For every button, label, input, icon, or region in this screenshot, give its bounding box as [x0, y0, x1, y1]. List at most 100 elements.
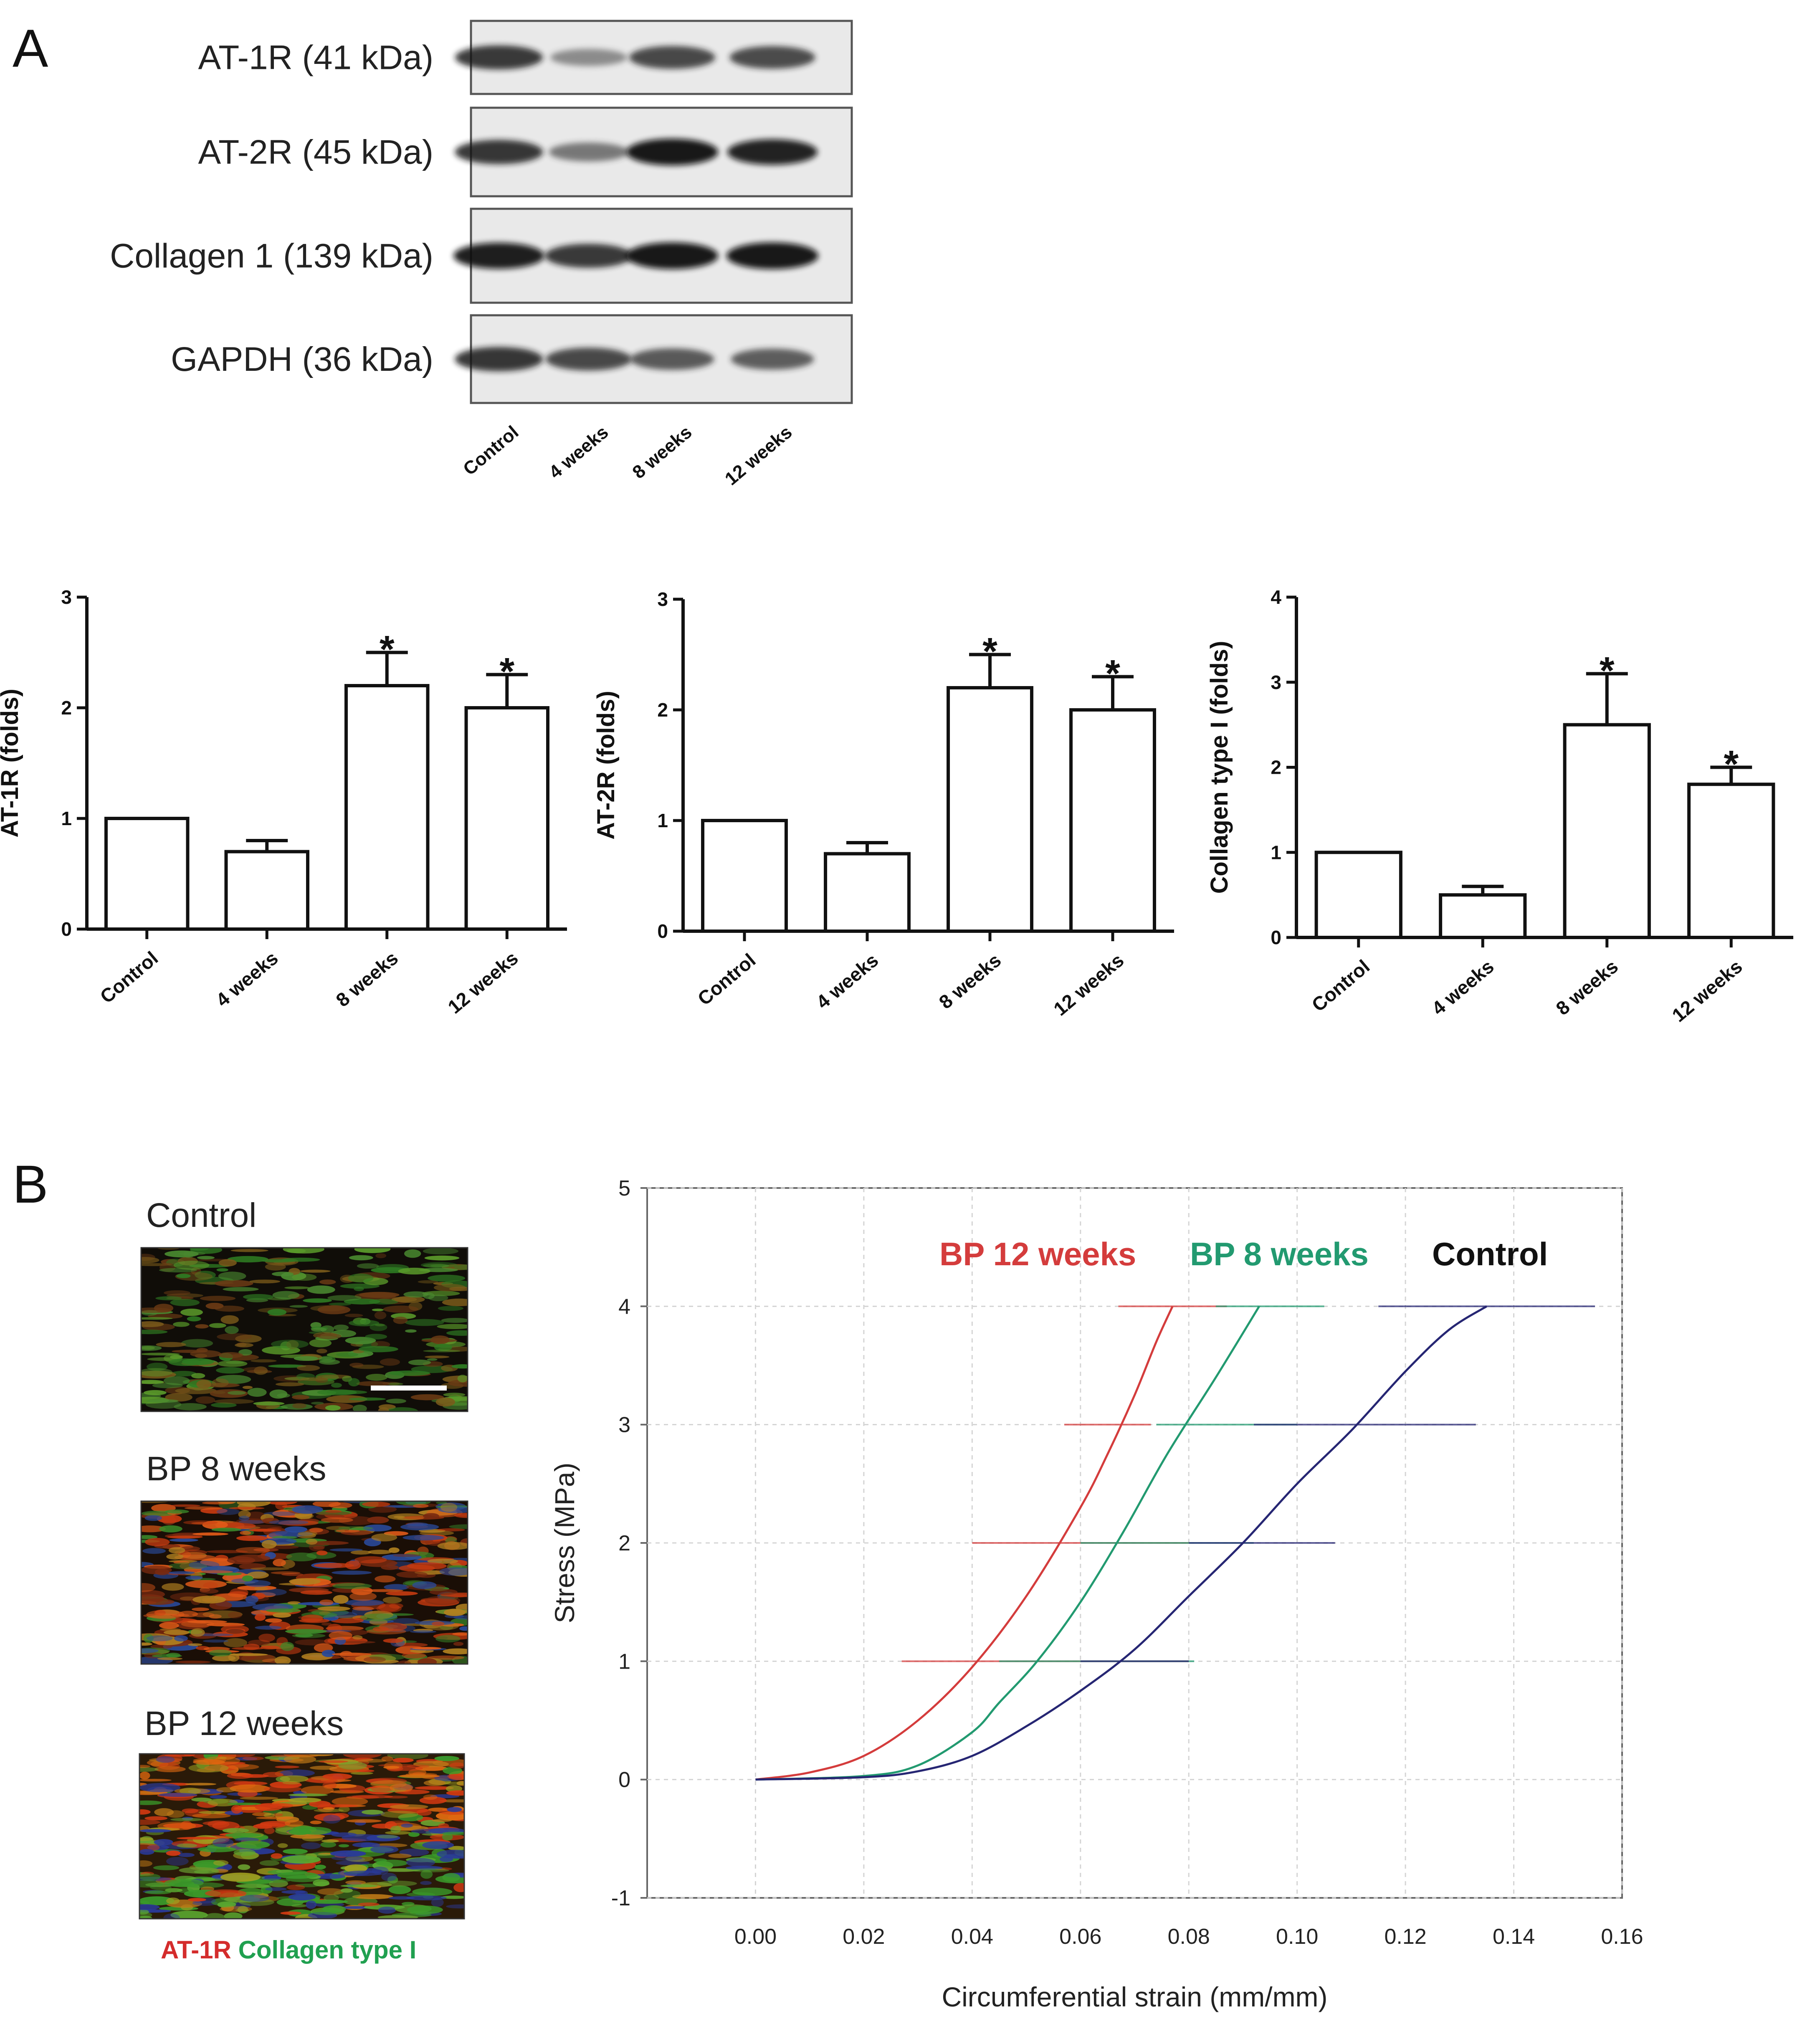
fiber-stain	[442, 1833, 453, 1841]
fiber-stain	[376, 1604, 402, 1613]
fiber-stain	[321, 1622, 332, 1626]
fiber-stain	[139, 1765, 151, 1768]
fiber-stain	[253, 1401, 285, 1406]
image-title-control: Control	[146, 1196, 256, 1234]
y-tick-label: 5	[618, 1176, 630, 1201]
y-tick-label: 0	[1271, 927, 1281, 948]
fiber-stain	[223, 1287, 259, 1292]
fiber-stain	[203, 1582, 218, 1589]
fiber-stain	[438, 1306, 463, 1311]
fiber-stain	[413, 1761, 449, 1768]
fiber-stain	[159, 1793, 197, 1797]
fiber-stain	[227, 1802, 261, 1806]
y-tick-label: 2	[618, 1531, 630, 1555]
fiber-stain	[141, 1642, 152, 1646]
blot-band-gapdh-36-kda-control	[455, 347, 543, 372]
fiber-stain	[176, 1622, 209, 1630]
fiber-stain	[371, 1785, 393, 1793]
at-1r-folds-axis-title: AT-1R (folds)	[0, 689, 23, 838]
fiber-stain	[300, 1590, 332, 1595]
fiber-stain	[360, 1842, 376, 1849]
fiber-stain	[181, 1339, 213, 1348]
fiber-stain	[264, 1827, 275, 1834]
fiber-stain	[236, 1535, 268, 1541]
fiber-stain	[392, 1758, 414, 1763]
blot-band-collagen-1-139-kda-12-weeks	[726, 242, 818, 269]
fiber-stain	[271, 1272, 294, 1277]
fiber-stain	[288, 1797, 321, 1803]
x-tick-label: 0.00	[734, 1925, 777, 1949]
fiber-stain	[425, 1596, 461, 1605]
fiber-stain	[173, 1560, 190, 1564]
micrograph-bp-8-weeks	[141, 1501, 468, 1664]
fiber-stain	[403, 1291, 428, 1298]
fiber-stain	[383, 1766, 400, 1769]
fiber-stain	[314, 1563, 354, 1568]
fiber-stain	[273, 1375, 307, 1382]
fiber-stain	[227, 1556, 256, 1564]
fiber-stain	[314, 1864, 326, 1869]
fiber-stain	[254, 1614, 266, 1621]
fiber-stain	[316, 1348, 327, 1354]
fiber-stain	[165, 1888, 183, 1892]
fiber-stain	[388, 1896, 415, 1900]
fiber-stain	[435, 1397, 456, 1407]
fiber-stain	[356, 1381, 390, 1386]
fiber-stain	[407, 1562, 447, 1570]
fiber-stain	[402, 1652, 426, 1659]
fiber-stain	[406, 1858, 435, 1867]
fiber-stain	[434, 1343, 453, 1351]
fiber-stain	[422, 1841, 454, 1849]
fiber-stain	[381, 1872, 397, 1881]
fiber-stain	[266, 1608, 301, 1613]
fiber-stain	[431, 1621, 445, 1626]
fiber-stain	[415, 1786, 454, 1790]
fiber-stain	[363, 1524, 392, 1532]
fiber-stain	[198, 1811, 225, 1814]
blot-band-at-1r-41-kda-12-weeks	[729, 46, 815, 69]
fiber-stain	[189, 1560, 220, 1569]
fiber-stain	[254, 1878, 290, 1883]
fiber-stain	[250, 1567, 289, 1570]
fiber-stain	[454, 1264, 468, 1270]
fiber-stain	[435, 1501, 448, 1505]
fiber-stain	[332, 1570, 372, 1575]
fiber-stain	[220, 1906, 252, 1912]
fiber-stain	[375, 1575, 396, 1583]
fiber-stain	[157, 1821, 196, 1831]
fiber-stain	[356, 1769, 375, 1773]
fiber-stain	[431, 1898, 444, 1907]
fiber-stain	[254, 1586, 268, 1591]
fiber-stain	[290, 1834, 325, 1839]
fiber-stain	[273, 1612, 291, 1618]
fiber-stain	[331, 1618, 364, 1624]
fiber-stain	[238, 1515, 250, 1521]
fiber-stain	[352, 1606, 374, 1611]
fiber-stain	[410, 1630, 437, 1633]
fiber-stain	[233, 1781, 268, 1786]
fiber-stain	[359, 1292, 400, 1298]
fiber-stain	[209, 1323, 226, 1328]
fiber-stain	[139, 1915, 152, 1919]
y-tick-label: 3	[657, 588, 668, 610]
fiber-stain	[352, 1894, 393, 1900]
micrograph-frame	[140, 1247, 468, 1412]
y-tick-label: 1	[657, 810, 668, 831]
fiber-stain	[258, 1634, 275, 1642]
fiber-stain	[236, 1841, 270, 1849]
fiber-stain	[420, 1881, 432, 1885]
fiber-stain	[187, 1620, 228, 1624]
fiber-stain	[370, 1845, 399, 1854]
fiber-stain	[141, 1346, 155, 1350]
fiber-stain	[200, 1296, 236, 1301]
fiber-stain	[141, 1598, 175, 1605]
fiber-stain	[154, 1766, 186, 1773]
fiber-stain	[413, 1504, 429, 1508]
fiber-stain	[203, 1610, 243, 1619]
fiber-stain	[418, 1280, 438, 1284]
fiber-stain	[284, 1286, 310, 1289]
fiber-stain	[398, 1267, 430, 1275]
fiber-stain	[284, 1820, 304, 1827]
fiber-stain	[167, 1535, 203, 1539]
